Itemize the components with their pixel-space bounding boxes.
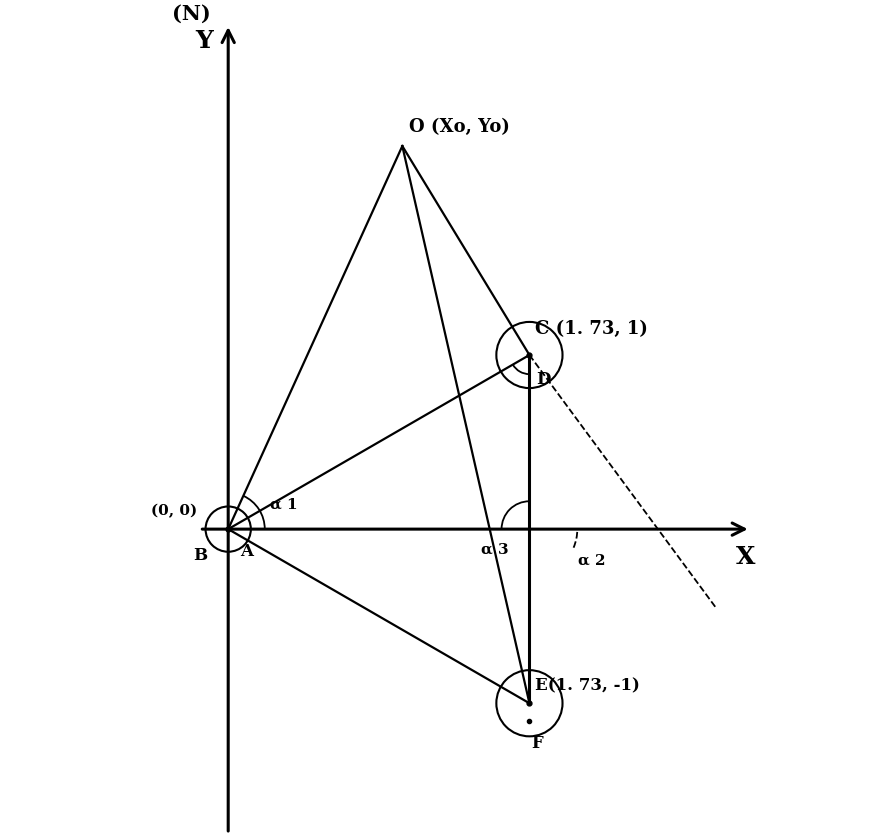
- Text: E(1. 73, -1): E(1. 73, -1): [534, 678, 639, 695]
- Text: (N): (N): [172, 4, 211, 24]
- Text: O (Xo, Yo): O (Xo, Yo): [410, 117, 510, 136]
- Text: Y: Y: [195, 29, 213, 54]
- Text: X: X: [736, 545, 755, 569]
- Text: α 1: α 1: [270, 498, 298, 512]
- Text: α 2: α 2: [578, 553, 606, 567]
- Text: D: D: [536, 370, 551, 388]
- Text: (0, 0): (0, 0): [151, 504, 197, 519]
- Text: α 3: α 3: [480, 543, 509, 557]
- Text: A: A: [240, 543, 253, 560]
- Text: F: F: [532, 735, 543, 752]
- Text: B: B: [193, 546, 208, 563]
- Text: C (1. 73, 1): C (1. 73, 1): [534, 319, 647, 338]
